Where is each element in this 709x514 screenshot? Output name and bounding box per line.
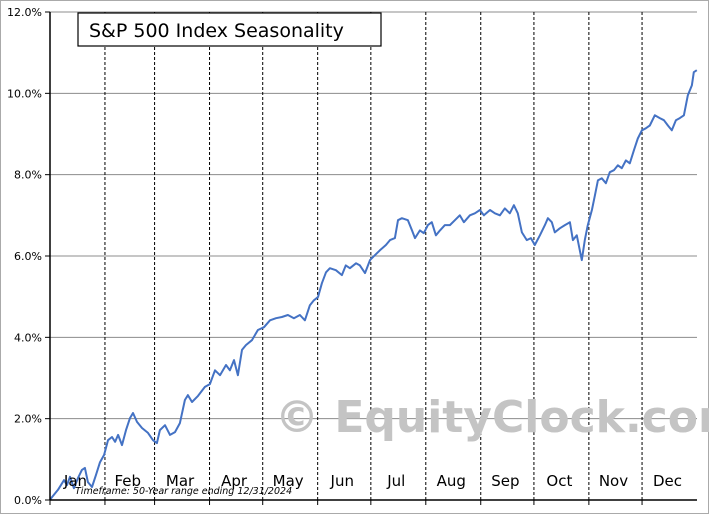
y-tick-label: 8.0%	[14, 169, 42, 182]
title-box	[77, 12, 382, 47]
y-tick-label: 2.0%	[14, 413, 42, 426]
month-label-aug: Aug	[437, 472, 466, 490]
month-label-jul: Jul	[386, 472, 405, 490]
watermark: © EquityClock.com	[275, 392, 709, 443]
month-label-apr: Apr	[221, 472, 248, 490]
series-line-sp500	[49, 69, 698, 501]
timeframe-footnote: Timeframe: 50-Year range ending 12/31/20…	[75, 486, 292, 497]
chart-title: S&P 500 Index Seasonality	[89, 20, 344, 42]
month-label-may: May	[273, 472, 304, 490]
month-label-dec: Dec	[653, 472, 682, 490]
month-label-mar: Mar	[166, 472, 195, 490]
y-tick-label: 12.0%	[7, 6, 42, 19]
month-label-jun: Jun	[330, 472, 354, 490]
y-tick-label: 4.0%	[14, 331, 42, 344]
month-label-sep: Sep	[491, 472, 519, 490]
month-label-feb: Feb	[114, 472, 141, 490]
y-tick-label: 10.0%	[7, 87, 42, 100]
month-label-nov: Nov	[599, 472, 628, 490]
y-tick-label: 6.0%	[14, 250, 42, 263]
month-label-jan: Jan	[63, 472, 87, 490]
month-label-oct: Oct	[546, 472, 572, 490]
y-tick-label: 0.0%	[14, 494, 42, 507]
